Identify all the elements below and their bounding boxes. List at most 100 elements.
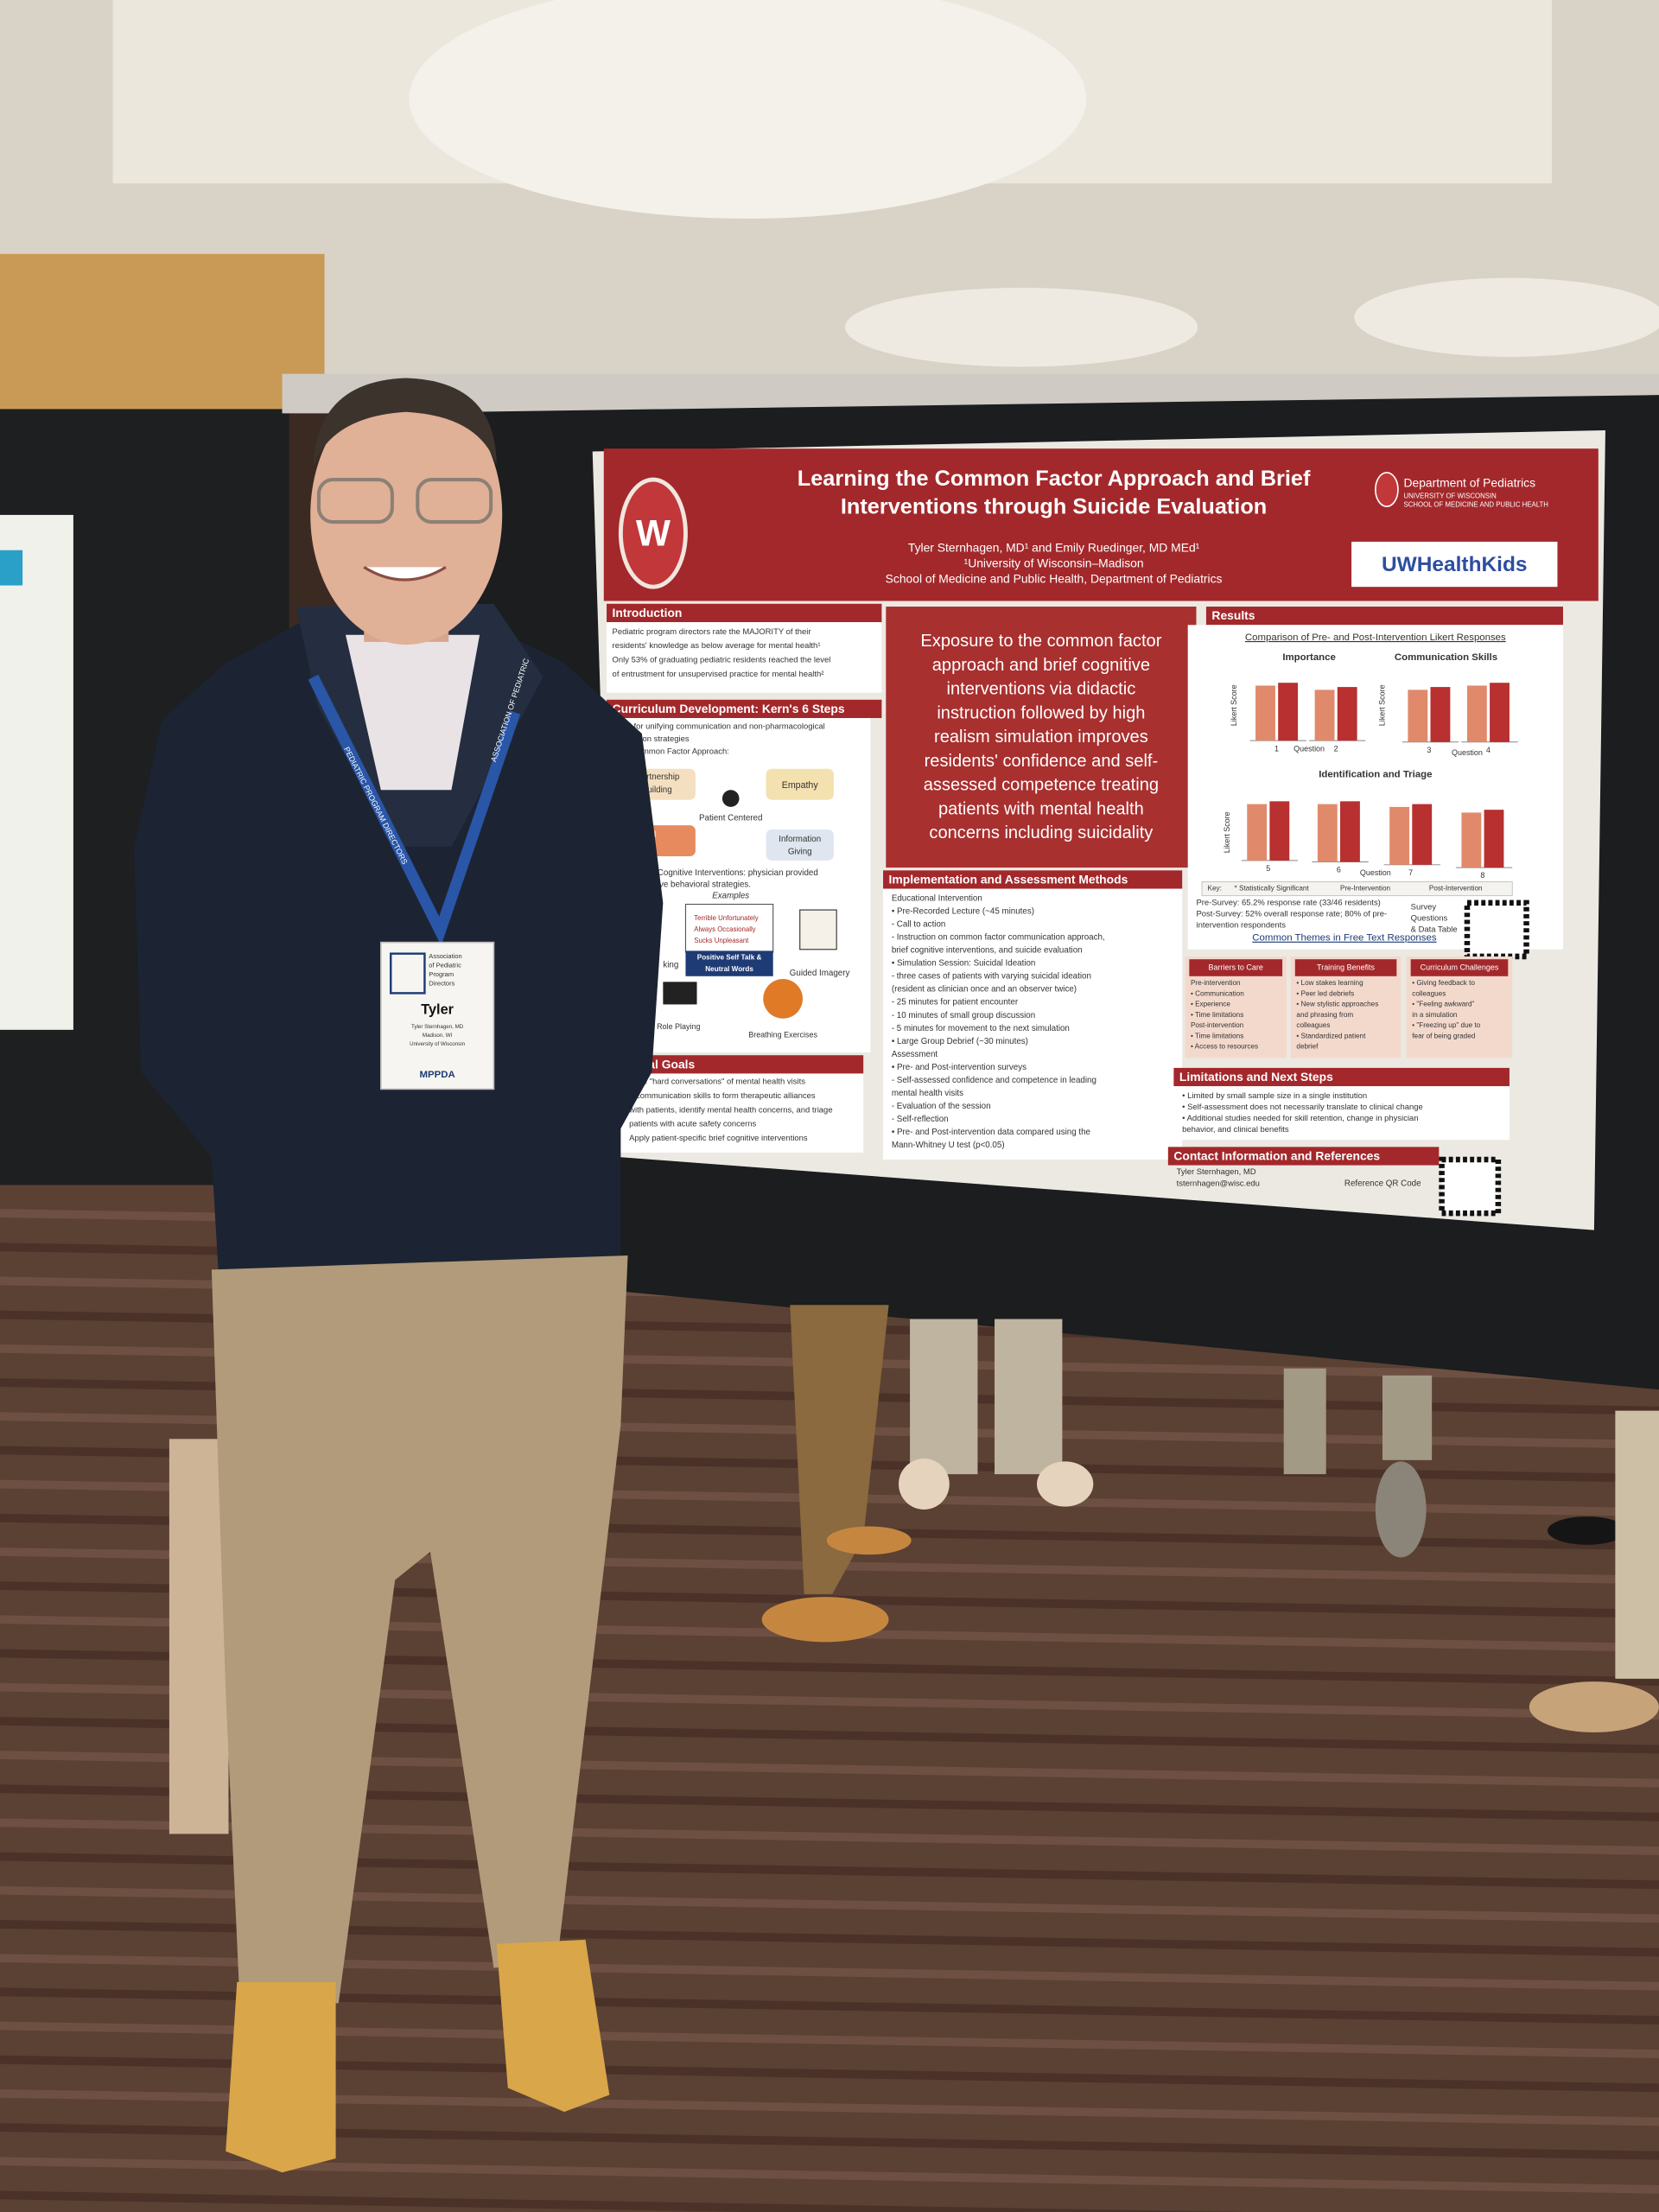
text: • Pre-Recorded Lecture (~45 minutes) xyxy=(892,907,1034,917)
text: University of Wisconsin xyxy=(410,1041,466,1047)
text: Comparison of Pre- and Post-Intervention… xyxy=(1245,632,1506,643)
text: • Giving feedback to xyxy=(1412,979,1475,987)
text: Training Benefits xyxy=(1317,963,1375,971)
text: Results xyxy=(1211,608,1255,622)
smile xyxy=(363,565,447,582)
examples-box xyxy=(684,903,774,953)
text: Building xyxy=(642,785,672,795)
qr-code xyxy=(1464,899,1529,960)
text: of entrustment for unsupervised practice… xyxy=(613,670,824,679)
text: • "Freezing up" due to xyxy=(1412,1021,1480,1029)
text: Key: xyxy=(1208,885,1222,893)
text: & Data Table xyxy=(1411,925,1458,934)
text: Barriers to Care xyxy=(1209,963,1263,971)
text: interventions via didactic xyxy=(947,680,1136,699)
left-paper-accent xyxy=(0,550,23,586)
text: Always Occasionally xyxy=(694,925,755,933)
shoe xyxy=(1375,1461,1427,1558)
badge-logo xyxy=(390,952,426,995)
text: Likert Score xyxy=(1230,684,1238,726)
bar-pre xyxy=(1314,690,1335,741)
text: Role Playing xyxy=(657,1022,700,1031)
icon xyxy=(799,909,837,950)
text: • Self-assessment does not necessarily t… xyxy=(1182,1103,1423,1112)
text: and phrasing from xyxy=(1296,1011,1353,1019)
text: Limitations and Next Steps xyxy=(1179,1070,1333,1084)
text: tsternhagen@wisc.edu xyxy=(1177,1179,1260,1188)
text: Sucks Unpleasant xyxy=(694,937,749,944)
text: • Experience xyxy=(1191,1001,1230,1008)
text: UWHealthKids xyxy=(1382,553,1528,576)
text: Educational Intervention xyxy=(892,894,982,904)
text: residents' confidence and self- xyxy=(925,752,1159,771)
text: * Statistically Significant xyxy=(1235,885,1310,893)
left-paper xyxy=(0,514,73,1030)
text: Introduction xyxy=(613,606,683,620)
boot xyxy=(496,1939,610,2113)
text: Only 53% of graduating pediatric residen… xyxy=(613,656,831,665)
text: • New stylistic approaches xyxy=(1296,1001,1378,1008)
chandelier xyxy=(844,288,1198,367)
text: 5 xyxy=(1266,864,1270,873)
crest-letter: W xyxy=(636,513,671,554)
text: Post-Intervention xyxy=(1429,885,1483,893)
text: the Common Factor Approach: xyxy=(618,747,729,757)
text: Positive Self Talk & xyxy=(697,954,762,962)
shoe xyxy=(1037,1461,1094,1507)
text: Communication Skills xyxy=(1395,652,1497,663)
text: Tyler Sternhagen, MD¹ and Emily Ruedinge… xyxy=(908,541,1200,555)
text: colleagues xyxy=(1296,1021,1330,1029)
text: • Large Group Debrief (~30 minutes) xyxy=(892,1037,1028,1046)
text: • Pre- and Post-intervention surveys xyxy=(892,1063,1027,1072)
leg xyxy=(790,1305,889,1594)
text: - three cases of patients with varying s… xyxy=(892,972,1091,982)
text: - 10 minutes of small group discussion xyxy=(892,1011,1035,1020)
text: Neutral Words xyxy=(705,965,753,973)
text: Assessment xyxy=(892,1050,938,1059)
text: fear of being graded xyxy=(1412,1032,1475,1039)
text: Importance xyxy=(1282,652,1335,663)
text: 8 xyxy=(1480,871,1484,880)
text: concerns including suicidality xyxy=(929,823,1153,842)
text: UNIVERSITY OF WISCONSIN xyxy=(1403,493,1497,500)
lanyard xyxy=(308,674,521,946)
text: 4 xyxy=(1486,746,1491,754)
text: Program xyxy=(429,970,454,978)
text: Contact Information and References xyxy=(1173,1148,1380,1162)
text: Tyler Sternhagen, MD xyxy=(1177,1167,1256,1177)
text: - Instruction on common factor communica… xyxy=(892,933,1105,943)
text: • "Feeling awkward" xyxy=(1412,1001,1474,1008)
text: Directors xyxy=(429,980,454,988)
text: artnership xyxy=(642,772,680,782)
text: Question xyxy=(1452,748,1483,757)
text: 7 xyxy=(1408,868,1413,877)
text: Department of Pediatrics xyxy=(1403,476,1535,490)
text: Survey xyxy=(1411,902,1437,912)
text: Identification and Triage xyxy=(1319,769,1432,779)
shirt xyxy=(346,634,480,791)
badge xyxy=(380,941,495,1090)
text: intervention respondents xyxy=(1196,921,1286,931)
text: behavior, and clinical benefits xyxy=(1182,1125,1289,1135)
bar-post xyxy=(1490,683,1510,742)
chandelier xyxy=(409,0,1087,219)
bar-post xyxy=(1337,687,1357,741)
text: Curriculum Challenges xyxy=(1421,963,1499,971)
text: Patient Centered xyxy=(699,814,762,823)
text: with patients, identify mental health co… xyxy=(628,1105,832,1115)
text: Exposure to the common factor xyxy=(920,632,1161,651)
bar-post xyxy=(1484,810,1504,868)
bar-post xyxy=(1412,804,1433,865)
text: • Low stakes learning xyxy=(1296,979,1363,987)
text: • Time limitations xyxy=(1191,1032,1243,1039)
text: Giving xyxy=(788,848,812,857)
text: MPPDA xyxy=(420,1070,455,1080)
head xyxy=(310,385,503,645)
text: Information xyxy=(779,835,821,844)
text: • Pre- and Post-intervention data compar… xyxy=(892,1128,1090,1137)
text: Cognitive Interventions: physician provi… xyxy=(658,868,818,878)
text: residents' knowledge as below average fo… xyxy=(613,641,821,651)
text: Question xyxy=(1294,744,1325,753)
